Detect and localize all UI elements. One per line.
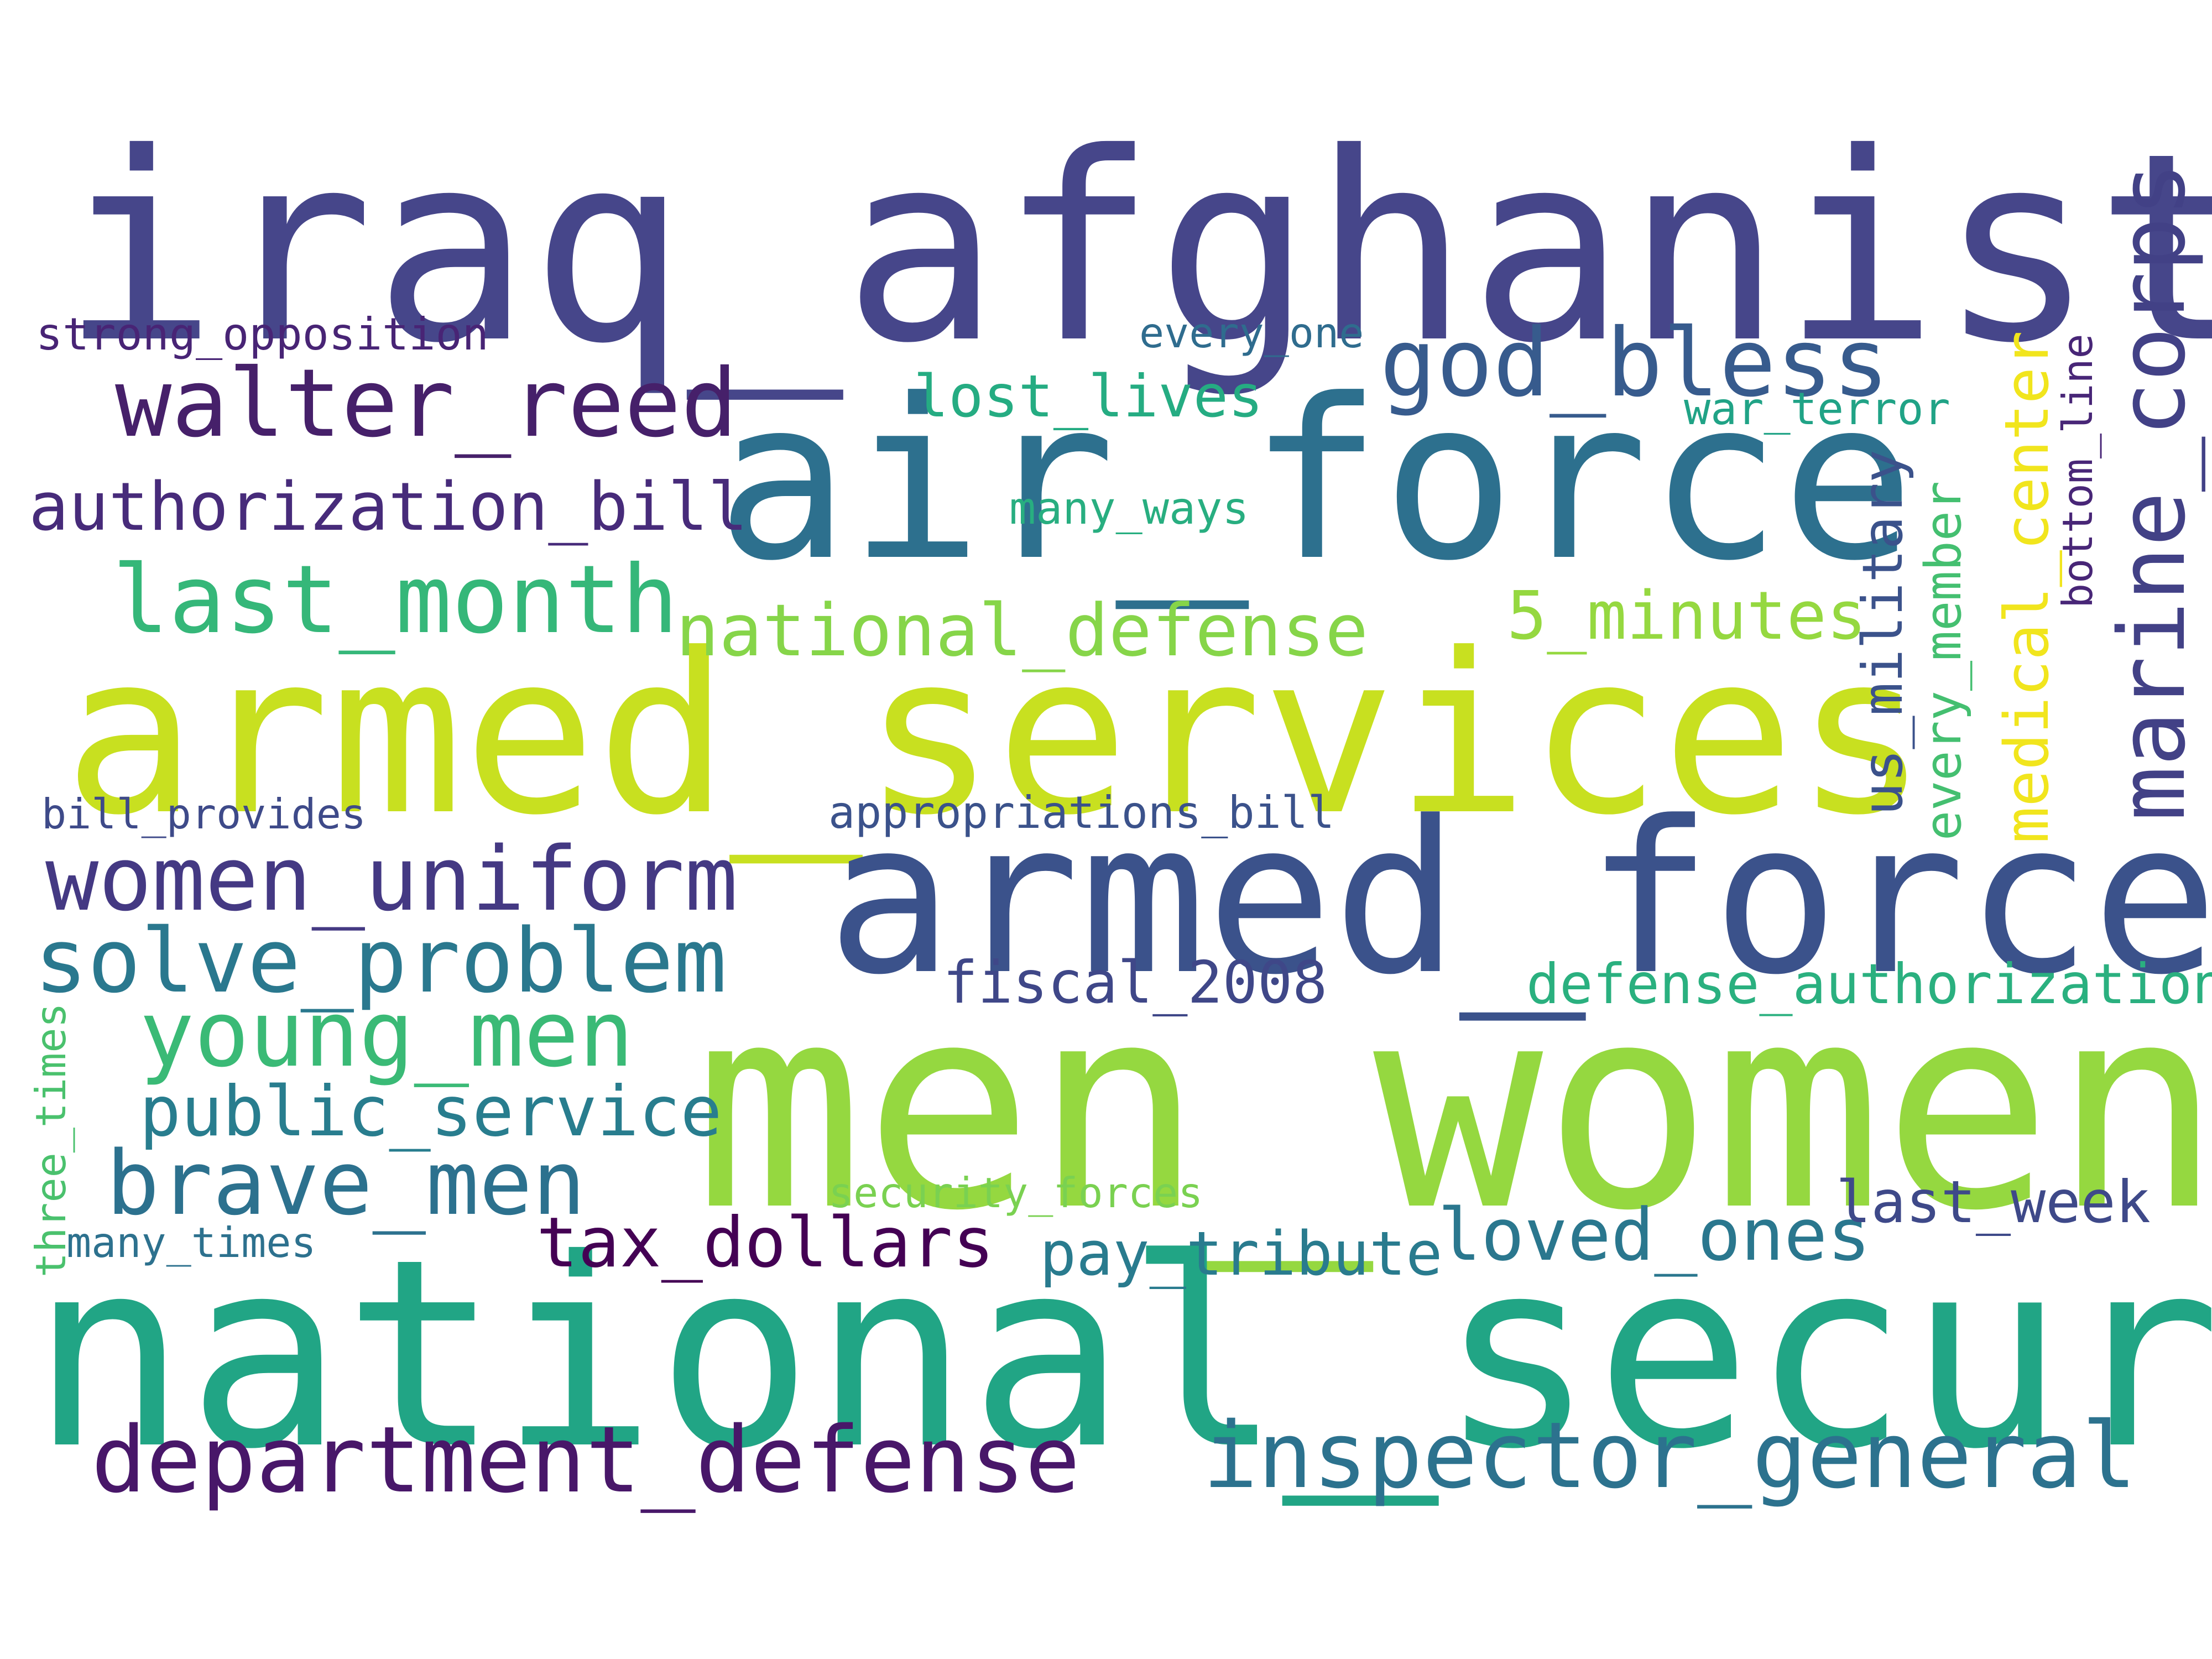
word-pay-tribute: pay_tribute — [1040, 1218, 1443, 1289]
word-bill-provides: bill_provides — [41, 790, 366, 838]
word-many-ways: many_ways — [1009, 483, 1249, 534]
word-war-terror: war_terror — [1684, 383, 1950, 435]
word-every-member: every_member — [1914, 481, 1973, 841]
word-appropriations-bill: appropriations_bill — [828, 787, 1335, 838]
word-solve-problem: solve_problem — [34, 909, 727, 1013]
word-medical-center: medical_center — [1991, 330, 2062, 843]
word-many-times: many_times — [66, 1218, 316, 1267]
word-security-forces: security_forces — [828, 1168, 1203, 1217]
word-young-men: young_men — [139, 981, 634, 1087]
word-tax-dollars: tax_dollars — [536, 1203, 994, 1283]
word-god-bless: god_bless — [1380, 309, 1890, 418]
word-5-minutes: 5_minutes — [1507, 578, 1867, 655]
word-national-security: national_security — [30, 1203, 2212, 1506]
word-bottom-line: bottom_line — [2053, 333, 2102, 608]
word-public-service: public_service — [139, 1072, 722, 1152]
word-iraq-afghanistan: iraq_afghanistan — [61, 97, 2212, 400]
word-national-defense: national_defense — [676, 588, 1369, 672]
word-strong-opposition: strong_opposition — [36, 309, 489, 360]
word-inspector-general: inspector_general — [1203, 1402, 2137, 1509]
word-three-times: three_times — [27, 1003, 75, 1277]
word-us-military: us_military — [1850, 449, 1915, 816]
word-armed-forces: armed_forces — [827, 776, 2212, 1021]
word-authorization-bill: authorization_bill — [29, 469, 748, 546]
word-last-month: last_month — [112, 545, 679, 655]
word-fiscal-2008: fiscal_2008 — [943, 949, 1328, 1016]
word-air-force: air_force — [716, 352, 1915, 609]
word-lost-lives: lost_lives — [914, 363, 1264, 430]
word-marine-corps: marine_corps — [2099, 161, 2205, 821]
word-last-week: last_week — [1836, 1168, 2151, 1236]
word-department-defense: department_defense — [91, 1407, 1081, 1513]
word-every-one: every_one — [1139, 309, 1364, 357]
word-defense-authorization: defense_authorization — [1526, 952, 2212, 1016]
word-loved-ones: loved_ones — [1438, 1193, 1871, 1277]
word-men-women: men_women — [694, 945, 2212, 1272]
word-armed-services: armed_services — [64, 607, 1928, 864]
word-brave-men: brave_men — [106, 1131, 586, 1235]
word-walter-reed: walter_reed — [115, 349, 738, 458]
word-women-uniform: women_uniform — [45, 827, 738, 931]
